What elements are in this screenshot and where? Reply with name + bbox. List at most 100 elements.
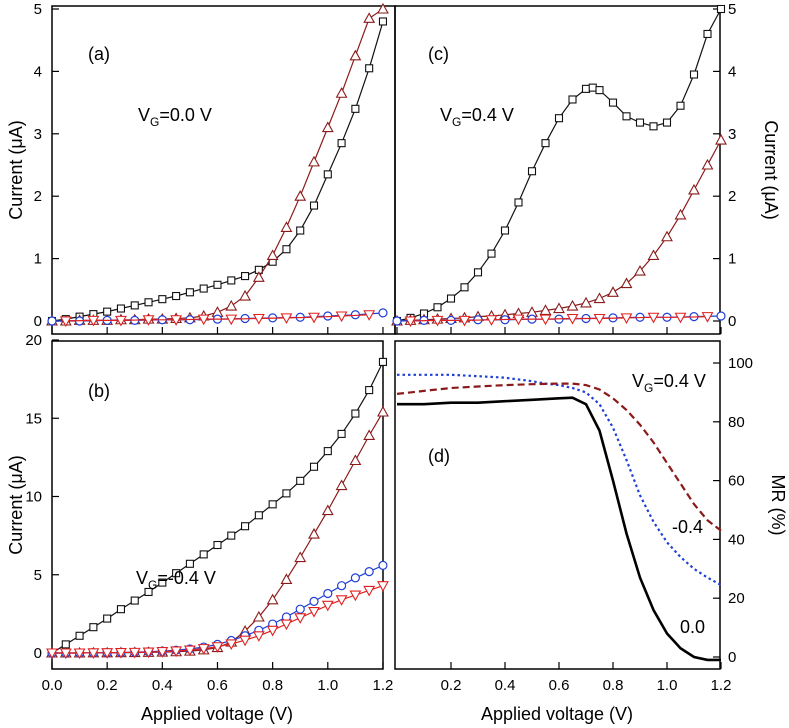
panel-b-series-3-point xyxy=(142,647,155,659)
panel-a-y-tick-label: 1 xyxy=(34,251,42,268)
panel-d-annotation-00: 0.0 xyxy=(680,617,705,637)
panel-b-y-axis-title: Current (μA) xyxy=(6,455,26,554)
panel-d-annotation-vg: VG=0.4 V xyxy=(632,371,706,395)
panel-c-y-tick-label: 2 xyxy=(728,188,736,205)
panel-c-series-1-point xyxy=(566,299,579,311)
panel-a-series-3-point xyxy=(87,315,100,327)
panel-a-series-0-point xyxy=(213,280,222,289)
panel-b-series-2-point xyxy=(323,588,333,599)
panel-a-series-3-point xyxy=(59,316,72,328)
panel-b-series-3-point xyxy=(87,648,100,659)
panel-c: 0 1 2 3 4 5 (c) VG=0.4 V Current (μA) xyxy=(391,1,781,335)
panel-a-series-0-point xyxy=(144,298,153,307)
panel-a-annotation-rest: =0.0 V xyxy=(159,105,212,125)
panel-c-series-3-point xyxy=(485,315,498,326)
panel-a-series-1-point xyxy=(377,2,389,14)
panel-b-y-tick-label: 0 xyxy=(34,645,42,662)
panel-b-series-0-point xyxy=(268,500,277,509)
panel-c-series-0-point xyxy=(676,101,685,110)
panel-c-series-0-point xyxy=(689,70,699,79)
panel-c-series-0-point xyxy=(622,112,631,121)
panel-c-y-tick-label: 0 xyxy=(728,313,736,330)
panel-b-series-3-point xyxy=(308,606,320,618)
panel-a: 0 1 2 3 4 5 (a) VG=0.0 V Current (μA) xyxy=(6,1,396,335)
panel-b-y-tick-label: 10 xyxy=(25,489,42,506)
panel-d-series-2-line xyxy=(396,382,722,532)
panel-a-y-tick-label: 4 xyxy=(34,63,42,80)
panel-b-series-2-point xyxy=(364,567,374,577)
panel-c-series-0-point xyxy=(716,4,726,14)
panel-a-series-3-point xyxy=(308,312,320,324)
panel-a-series-3-line xyxy=(65,314,370,322)
panel-b-series-0-point xyxy=(75,631,84,640)
panel-a-series-3-point xyxy=(170,315,183,326)
panel-b-series-3-point xyxy=(377,581,389,592)
panel-a-series-0-point xyxy=(130,301,139,310)
panel-b-series-0-point xyxy=(213,540,222,550)
panel-d-x-tick-label: 0.2 xyxy=(441,677,462,694)
panel-a-y-axis-title: Current (μA) xyxy=(6,120,26,219)
panel-b-series-3-point xyxy=(46,648,58,660)
panel-b-series-0-point xyxy=(378,357,388,366)
panel-c-y-tick-label: 4 xyxy=(728,63,736,80)
panel-b-x-tick-label: 1.2 xyxy=(373,677,394,694)
panel-a-series-3-point xyxy=(115,315,127,327)
panel-c-annotation-rest: =0.4 V xyxy=(461,105,514,125)
panel-b-series-0-point xyxy=(172,569,181,578)
panel-b-y-tick-label: 20 xyxy=(25,332,42,349)
panel-c-series-1-point xyxy=(593,292,606,304)
panel-b-series-1-point xyxy=(321,504,334,516)
panel-b-series-1-point xyxy=(335,479,348,491)
panel-d-label: (d) xyxy=(428,446,450,466)
panel-d-x-tick-label: 0.4 xyxy=(495,677,516,694)
panel-c-series-0-point xyxy=(446,294,456,303)
panel-b-series-2-point xyxy=(336,581,347,591)
panel-c-series-0-point xyxy=(433,303,442,312)
panel-b-series-3-point xyxy=(294,613,307,624)
panel-b-series-3-point xyxy=(211,642,224,653)
panel-c-series-0-point xyxy=(581,84,591,93)
panel-b-series-1-point xyxy=(294,551,307,563)
panel-d-x-tick-label: 1.2 xyxy=(711,677,732,694)
panel-b-series-0-point xyxy=(282,489,291,498)
panel-b-y-tick-label: 15 xyxy=(25,410,42,427)
panel-a-series-0-point xyxy=(227,276,236,285)
panel-b-x-tick-label: 0.8 xyxy=(262,677,283,694)
panel-b-series-2-point xyxy=(309,596,319,606)
panel-b-series-3-point xyxy=(252,631,265,642)
panel-c-series-1-point xyxy=(688,183,700,195)
panel-c-series-3-point xyxy=(647,312,660,324)
panel-b-x-tick-label: 1.0 xyxy=(317,677,338,694)
panel-c-series-1-point xyxy=(539,304,552,315)
panel-b-annotation-sub: G xyxy=(148,578,157,592)
panel-b-x-axis-title: Applied voltage (V) xyxy=(141,704,293,724)
panel-b-series-2-point xyxy=(350,573,360,583)
panel-b-x-tick-label: 0.4 xyxy=(152,677,173,694)
panel-b-series-0-point xyxy=(89,623,98,632)
panel-d-x-tick-label: 0.6 xyxy=(549,677,570,694)
panel-a-y-tick-label: 0 xyxy=(34,313,42,330)
panel-b-series-0-point xyxy=(296,476,305,485)
panel-c-series-0-point xyxy=(514,198,523,207)
panel-c-series-0-point xyxy=(595,86,604,95)
panel-b-series-0-point xyxy=(365,386,374,395)
panel-b-series-0-point xyxy=(241,522,250,531)
panel-a-series-0-point xyxy=(351,104,360,113)
panel-c-series-0-point xyxy=(588,83,597,92)
panel-c-series-3-point xyxy=(512,314,525,326)
panel-a-series-1-point xyxy=(252,271,265,282)
panel-b-series-3-point xyxy=(156,647,169,658)
panel-b-series-0-point xyxy=(351,409,360,418)
panel-a-series-0-point xyxy=(309,201,319,210)
panel-d-x-axis-title: Applied voltage (V) xyxy=(481,704,633,724)
panel-a-series-0-point xyxy=(172,291,181,301)
panel-d-annotation-vg-rest: =0.4 V xyxy=(653,371,706,391)
panel-c-series-1-point xyxy=(620,277,633,289)
panel-d-series-0-line xyxy=(397,396,721,662)
panel-a-annotation-sub: G xyxy=(150,115,159,129)
panel-a-series-1-point xyxy=(349,49,362,61)
panel-a-series-3-point xyxy=(197,314,210,326)
panel-d-annotation-vg-main: V xyxy=(632,371,644,391)
panel-a-series-0-point xyxy=(337,139,346,148)
